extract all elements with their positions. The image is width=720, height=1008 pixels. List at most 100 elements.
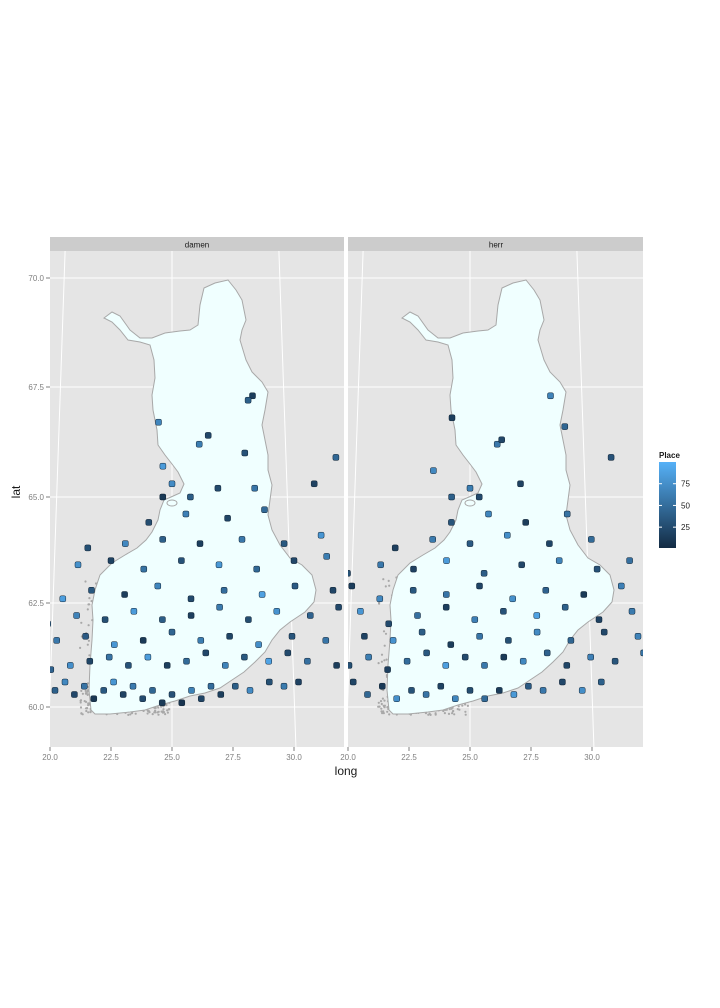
data-point	[100, 687, 107, 694]
data-point	[333, 662, 340, 669]
data-points-herr	[348, 392, 643, 702]
data-point	[220, 587, 228, 594]
data-point	[496, 687, 503, 694]
data-point	[543, 649, 551, 657]
data-point	[448, 414, 456, 422]
data-point	[168, 628, 176, 636]
archipelago-dot	[381, 712, 384, 715]
data-point	[17, 608, 23, 614]
data-point	[288, 633, 296, 640]
x-tick-label: 30.0	[286, 753, 302, 762]
data-point	[215, 561, 223, 569]
data-point	[448, 519, 455, 526]
data-point	[291, 582, 299, 590]
data-point	[280, 682, 288, 690]
data-point	[361, 633, 368, 640]
archipelago-dot	[167, 708, 170, 711]
data-point	[214, 484, 222, 492]
data-point	[158, 699, 166, 707]
archipelago-dot	[456, 708, 459, 711]
x-axis-damen: 20.0 22.5 25.0 27.5 30.0	[42, 747, 302, 762]
data-point	[559, 678, 566, 686]
data-point	[253, 565, 260, 573]
data-point	[476, 582, 483, 590]
data-point	[125, 662, 132, 669]
data-point	[607, 454, 615, 461]
archipelago-dot	[464, 713, 467, 716]
data-point	[168, 480, 176, 488]
data-point	[107, 557, 115, 564]
archipelago-dot	[382, 578, 385, 581]
archipelago-dot	[84, 689, 87, 693]
data-point	[222, 662, 229, 669]
data-point	[547, 392, 554, 400]
data-point	[640, 649, 643, 657]
archipelago-dot	[380, 702, 383, 706]
archipelago-dot	[383, 699, 386, 702]
data-point	[410, 565, 417, 573]
facet-panel-damen: damen	[17, 237, 344, 747]
archipelago-dot	[84, 707, 88, 710]
data-point	[119, 691, 127, 698]
data-point	[178, 699, 186, 707]
archipelago-dot	[79, 706, 83, 709]
data-point	[500, 608, 507, 615]
data-point	[628, 608, 636, 615]
data-point	[600, 628, 608, 636]
archipelago-dot	[84, 700, 88, 704]
x-tick-label: 20.0	[340, 753, 356, 762]
y-axis: 60.0 62.5 65.0 67.5 70.0	[28, 274, 50, 712]
archipelago-dot	[157, 713, 160, 716]
data-point	[323, 553, 330, 560]
data-point	[376, 595, 384, 603]
archipelago-dot	[382, 712, 385, 715]
data-point	[284, 649, 292, 657]
data-point	[202, 649, 210, 657]
data-point	[122, 540, 129, 547]
island-outline	[166, 499, 178, 507]
archipelago-dot	[79, 699, 83, 702]
archipelago-dot	[385, 658, 388, 661]
data-point	[232, 682, 239, 690]
x-tick-label: 30.0	[584, 753, 600, 762]
archipelago-dot	[452, 709, 455, 713]
data-point	[246, 687, 254, 694]
archipelago-dot	[377, 662, 380, 665]
data-point	[611, 657, 619, 665]
data-point	[90, 695, 98, 702]
archipelago-dot	[386, 706, 389, 709]
legend-tick-label: 50	[681, 501, 690, 510]
data-point	[38, 683, 44, 689]
data-point	[555, 557, 563, 564]
data-point	[384, 666, 391, 673]
data-point	[539, 687, 547, 694]
archipelago-dot	[388, 584, 391, 587]
data-point	[187, 595, 195, 603]
data-point	[332, 454, 340, 461]
data-point	[145, 519, 153, 526]
data-point	[198, 695, 205, 702]
data-point	[265, 657, 272, 665]
data-point	[391, 544, 399, 552]
data-point	[207, 682, 215, 690]
archipelago-dot	[381, 697, 384, 700]
archipelago-dot	[84, 580, 87, 583]
archipelago-dot	[464, 710, 467, 713]
data-point	[461, 653, 469, 661]
data-point	[188, 687, 195, 694]
data-point	[349, 678, 357, 686]
data-point	[475, 493, 483, 501]
data-point	[159, 616, 166, 623]
data-point	[84, 544, 92, 552]
data-point	[53, 637, 60, 644]
facet-panel-herr: herr	[348, 237, 643, 747]
archipelago-dot	[382, 630, 386, 633]
data-point	[304, 657, 311, 665]
data-point	[51, 687, 59, 694]
y-tick-label: 62.5	[28, 599, 44, 608]
archipelago-dot	[147, 710, 151, 713]
data-point	[509, 595, 516, 603]
data-point	[71, 691, 78, 698]
archipelago-dot	[81, 713, 84, 716]
data-point	[217, 691, 225, 698]
